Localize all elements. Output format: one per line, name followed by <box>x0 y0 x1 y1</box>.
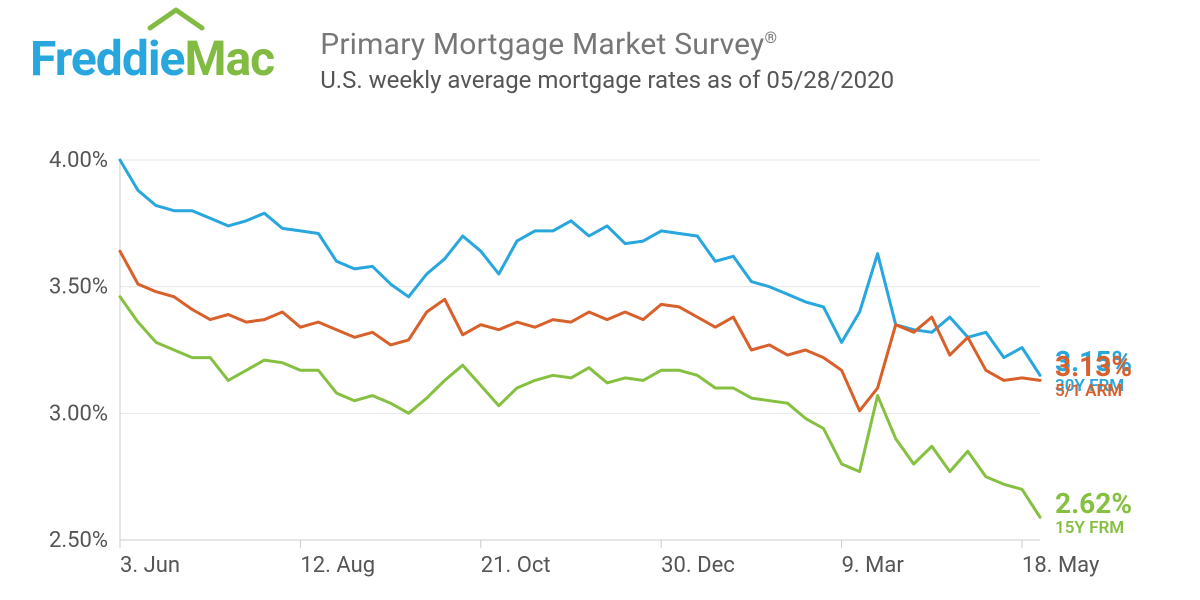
svg-text:21. Oct: 21. Oct <box>481 553 551 578</box>
svg-text:3.50%: 3.50% <box>49 275 108 300</box>
title-main: Primary Mortgage Market Survey® <box>320 27 894 62</box>
logo-word-1: Freddie <box>30 30 184 87</box>
series-end-name: 5/1 ARM <box>1055 381 1132 401</box>
title-sub: U.S. weekly average mortgage rates as of… <box>320 66 894 94</box>
logo-roof-icon <box>146 6 206 32</box>
svg-text:2.50%: 2.50% <box>49 528 108 553</box>
registered-mark: ® <box>764 28 777 47</box>
series-end-label-5-1-arm: 3.13%5/1 ARM <box>1055 350 1132 401</box>
freddie-mac-logo: FreddieMac <box>30 30 274 87</box>
header: FreddieMac Primary Mortgage Market Surve… <box>30 12 1170 104</box>
svg-text:18. May: 18. May <box>1022 553 1100 578</box>
series-end-value: 2.62% <box>1055 487 1132 520</box>
svg-text:30. Dec: 30. Dec <box>661 553 735 578</box>
series-end-label-15y-frm: 2.62%15Y FRM <box>1055 487 1132 538</box>
title-block: Primary Mortgage Market Survey® U.S. wee… <box>320 27 894 94</box>
series-end-value: 3.13% <box>1055 350 1132 383</box>
svg-text:9. Mar: 9. Mar <box>842 553 905 578</box>
logo-word-2: Mac <box>184 30 274 87</box>
svg-text:3.00%: 3.00% <box>49 401 108 426</box>
series-end-name: 15Y FRM <box>1055 518 1132 538</box>
title-main-text: Primary Mortgage Market Survey <box>320 27 764 62</box>
svg-text:3. Jun: 3. Jun <box>120 553 180 578</box>
svg-text:4.00%: 4.00% <box>49 148 108 173</box>
chart: 2.50% 3.00% 3.50% 4.00% 3. Jun 12. Aug 21. Oct… <box>30 140 1170 580</box>
svg-text:12. Aug: 12. Aug <box>300 553 375 578</box>
chart-svg: 2.50% 3.00% 3.50% 4.00% 3. Jun 12. Aug 21. Oct… <box>30 140 1170 580</box>
